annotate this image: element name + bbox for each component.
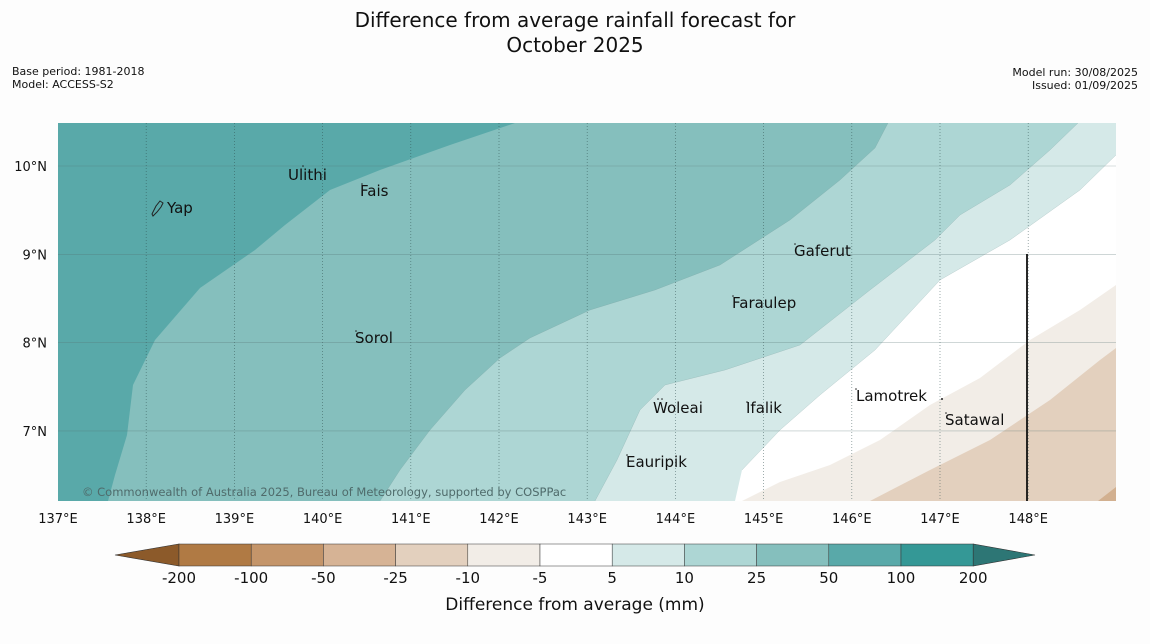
colorbar-segment <box>467 543 541 567</box>
longitude-tick-label: 144°E <box>656 512 696 527</box>
place-satawal: Satawal <box>945 411 1004 429</box>
place-eauripik: Eauripik <box>626 453 687 471</box>
colorbar-extend-low <box>114 543 180 567</box>
colorbar-segment <box>323 543 396 567</box>
longitude-tick-label: 143°E <box>567 512 607 527</box>
issued-date: Issued: 01/09/2025 <box>1031 79 1138 92</box>
place-labels: Ulithi Fais Yap Gaferut Faraulep Sorol L… <box>166 165 1004 471</box>
longitude-tick-label: 145°E <box>744 512 784 527</box>
colorbar <box>114 543 1036 567</box>
longitude-tick-label: 140°E <box>303 512 343 527</box>
band-n50-n25 <box>1098 487 1116 501</box>
base-period: Base period: 1981-2018 <box>12 65 145 78</box>
band-p50-p100 <box>58 123 515 501</box>
place-ulithi: Ulithi <box>288 166 327 184</box>
longitude-tick-label: 141°E <box>391 512 431 527</box>
colorbar-tick-label: 200 <box>959 569 988 587</box>
longitude-tick-label: 147°E <box>920 512 960 527</box>
place-fais: Fais <box>360 182 389 200</box>
colorbar-tick-label: -50 <box>311 569 336 587</box>
colorbar-tick-label: -25 <box>383 569 408 587</box>
model-name: Model: ACCESS-S2 <box>12 78 114 91</box>
colorbar-segment <box>684 543 757 567</box>
colorbar-tick-label: -100 <box>234 569 268 587</box>
colorbar-segment <box>900 543 974 567</box>
longitude-tick-label: 137°E <box>38 512 78 527</box>
graticule <box>58 123 1116 501</box>
colorbar-segment <box>756 543 830 567</box>
place-ifalik: Ifalik <box>746 399 782 417</box>
colorbar-tick-label: -5 <box>533 569 548 587</box>
run-info: Model run: 30/08/2025 Issued: 01/09/2025 <box>1012 66 1138 92</box>
longitude-tick-label: 146°E <box>832 512 872 527</box>
colorbar-segment <box>250 543 324 567</box>
colorbar-tick-label: 100 <box>887 569 916 587</box>
place-sorol: Sorol <box>355 329 393 347</box>
colorbar-tick-label: 25 <box>747 569 766 587</box>
contour-lines <box>379 123 1116 501</box>
model-run: Model run: 30/08/2025 <box>1012 66 1138 79</box>
colorbar-tick-label: 10 <box>675 569 694 587</box>
map-title-line1: Difference from average rainfall forecas… <box>354 8 796 32</box>
band-n25-n10 <box>870 348 1116 501</box>
colorbar-segment <box>539 543 613 567</box>
colorbar-tick-label: -10 <box>456 569 481 587</box>
yap-island-shape <box>151 200 164 217</box>
yap-island <box>151 200 164 217</box>
colorbar-segment <box>828 543 902 567</box>
colorbar-segment <box>395 543 469 567</box>
latitude-tick-label: 9°N <box>23 248 48 263</box>
map-title: Difference from average rainfall forecas… <box>0 8 1150 58</box>
longitude-tick-label: 142°E <box>479 512 519 527</box>
latitude-tick-label: 7°N <box>23 425 48 440</box>
colorbar-extend-high <box>972 543 1036 567</box>
colorbar-segment <box>611 543 685 567</box>
colorbar-tick-label: 5 <box>607 569 617 587</box>
base-info: Base period: 1981-2018 Model: ACCESS-S2 <box>12 65 144 91</box>
place-lamotrek: Lamotrek <box>856 387 927 405</box>
latitude-tick-label: 8°N <box>23 337 48 352</box>
colorbar-segment <box>178 543 252 567</box>
colorbar-tick-label: 50 <box>819 569 838 587</box>
place-faraulep: Faraulep <box>732 294 796 312</box>
colorbar-label: Difference from average (mm) <box>445 595 704 615</box>
copyright-notice: © Commonwealth of Australia 2025, Bureau… <box>82 485 566 499</box>
place-woleai: Woleai <box>653 399 703 417</box>
latitude-labels: 10°N 9°N 8°N 7°N <box>14 160 47 440</box>
place-yap: Yap <box>166 199 193 217</box>
colorbar-tick-labels: -200 -100 -50 -25 -10 -5 5 10 25 50 100 200 <box>162 569 988 587</box>
longitude-labels: 137°E 138°E 139°E 140°E 141°E 142°E 143°E 144°E… <box>38 512 1048 527</box>
latitude-tick-label: 10°N <box>14 160 47 175</box>
longitude-tick-label: 139°E <box>215 512 255 527</box>
place-gaferut: Gaferut <box>794 242 851 260</box>
map-title-line2: October 2025 <box>506 33 644 57</box>
longitude-tick-label: 148°E <box>1008 512 1048 527</box>
longitude-tick-label: 138°E <box>126 512 166 527</box>
colorbar-tick-label: -200 <box>162 569 196 587</box>
